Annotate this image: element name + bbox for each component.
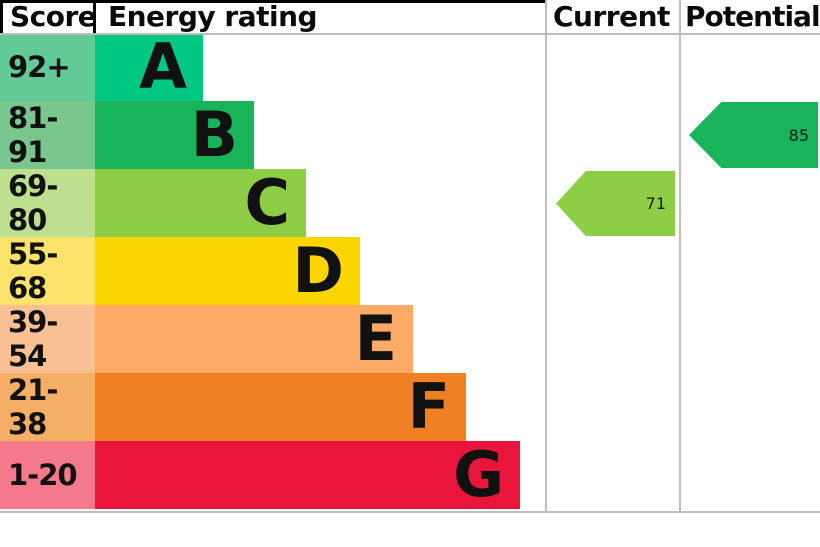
band-bar-d: D [95, 237, 360, 305]
potential-rating-arrow: 85 [689, 102, 818, 168]
potential-rating-value: 85 [788, 125, 809, 145]
header-row: Score Energy rating Current Potential [0, 0, 820, 33]
score-range-f: 21-38 [0, 373, 95, 441]
band-bar-c: C [95, 169, 306, 237]
current-column-header: Current [553, 0, 670, 33]
table-bottom-rule [0, 511, 820, 513]
header-left-border [0, 0, 3, 33]
header-bottom-rule [0, 33, 820, 35]
potential-column-header: Potential [685, 0, 820, 33]
band-row-b: 81-91 B [0, 101, 820, 169]
header-top-border [0, 0, 545, 3]
band-bar-g: G [95, 441, 520, 509]
band-row-c: 69-80 C [0, 169, 820, 237]
score-range-b: 81-91 [0, 101, 95, 169]
band-bar-f: F [95, 373, 466, 441]
score-range-d: 55-68 [0, 237, 95, 305]
potential-column-divider [679, 0, 681, 513]
current-column-divider [545, 0, 547, 513]
band-row-e: 39-54 E [0, 305, 820, 373]
score-range-a: 92+ [0, 33, 95, 101]
band-row-g: 1-20 G [0, 441, 820, 509]
energy-rating-column-header: Energy rating [108, 0, 318, 33]
score-header-divider [93, 0, 96, 33]
current-rating-value: 71 [645, 194, 666, 213]
band-row-f: 21-38 F [0, 373, 820, 441]
band-bar-b: B [95, 101, 254, 169]
score-range-c: 69-80 [0, 169, 95, 237]
band-bar-e: E [95, 305, 413, 373]
score-column-header: Score [10, 0, 97, 33]
score-range-g: 1-20 [0, 441, 95, 509]
band-bar-a: A [95, 33, 203, 101]
score-range-e: 39-54 [0, 305, 95, 373]
band-row-d: 55-68 D [0, 237, 820, 305]
band-row-a: 92+ A [0, 33, 820, 101]
